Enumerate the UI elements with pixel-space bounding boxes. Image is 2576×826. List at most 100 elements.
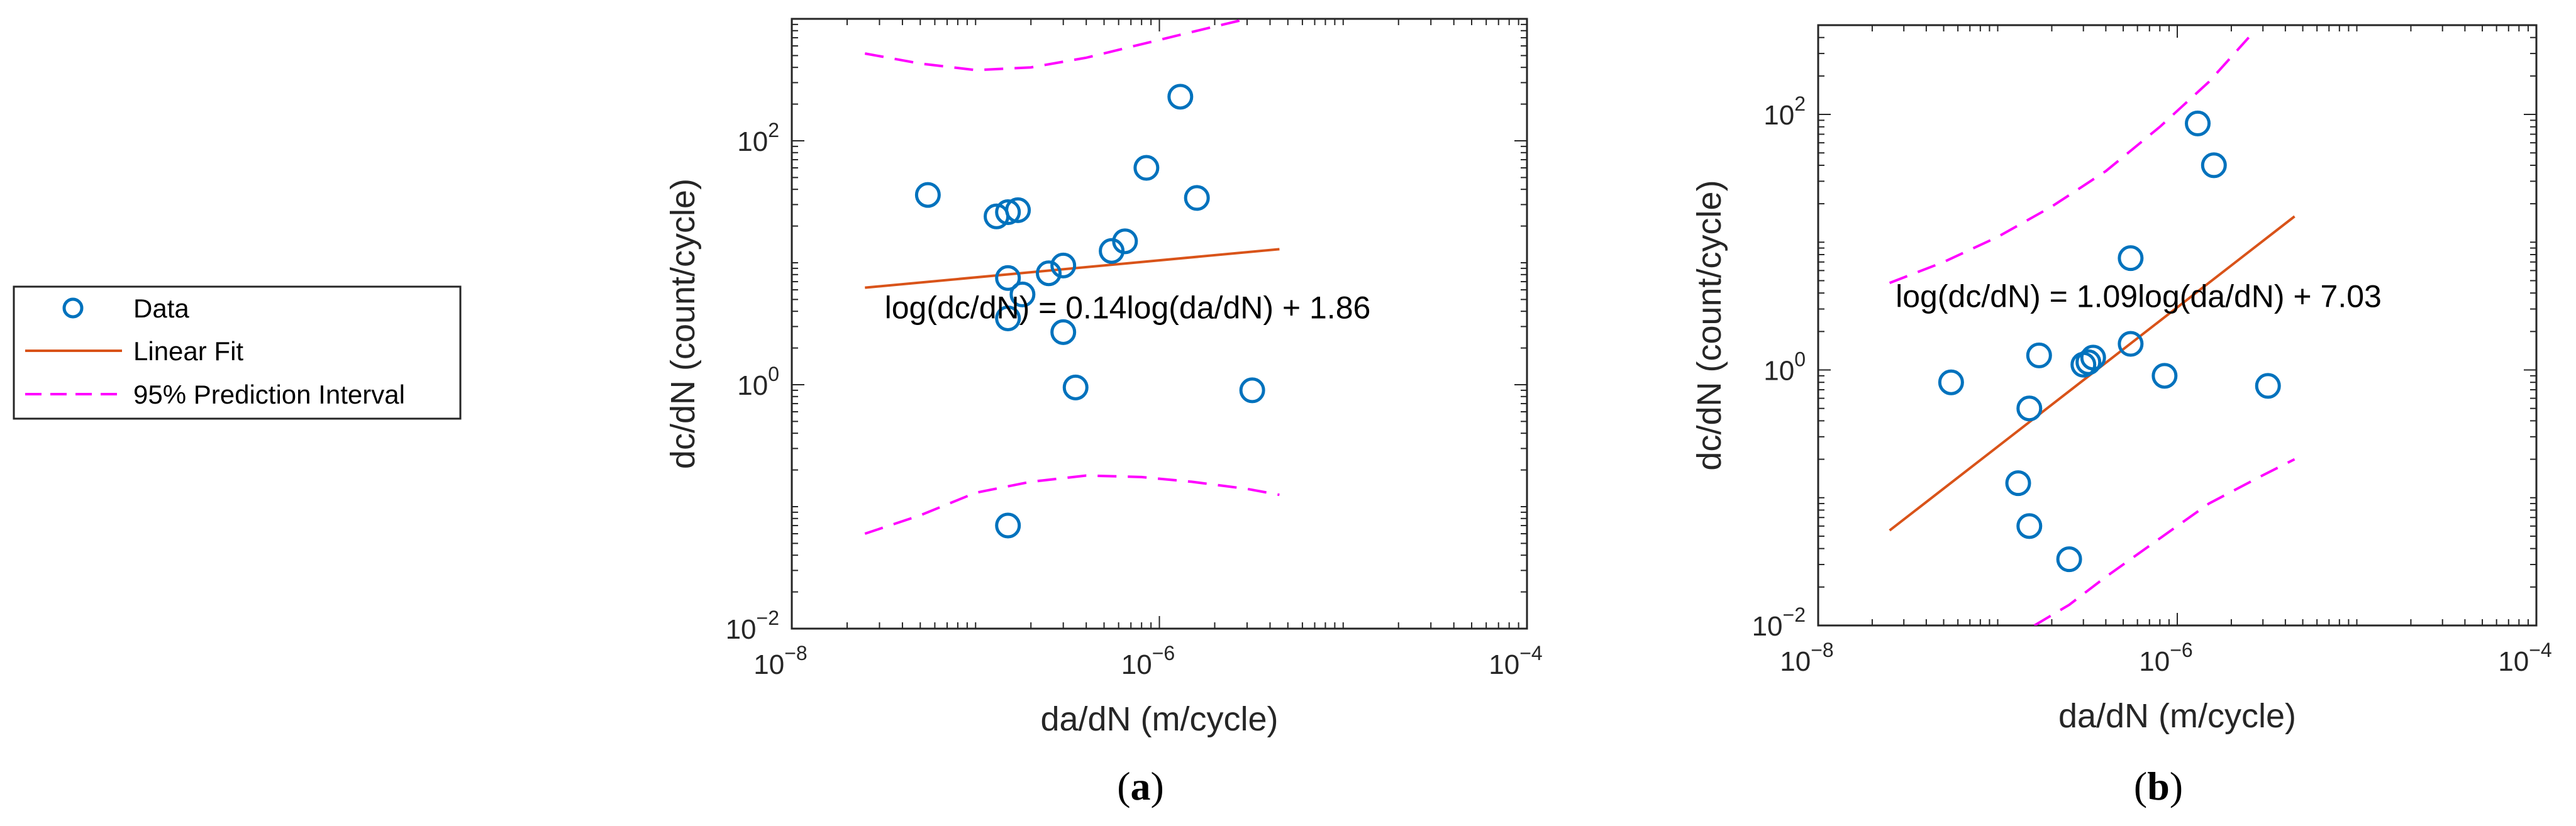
panel-b-y-tick-base: 10 <box>1763 100 1794 131</box>
panel-a-x-tick-exp: −6 <box>1152 642 1175 664</box>
panel-a-data-point <box>995 512 1021 539</box>
panel-b-data-point <box>2151 363 2178 389</box>
panel-a-data-point <box>1050 252 1077 278</box>
panel-b-label-open: ( <box>2134 764 2147 808</box>
panel-a-interval-upper <box>864 19 1248 72</box>
panel-b-x-tick-base: 10 <box>2139 646 2170 677</box>
panel-a-y-axis-label: dc/dN (count/cycle) <box>664 179 702 469</box>
panel-b-x-tick-base: 10 <box>2498 646 2529 677</box>
panel-b-x-tick-label: 10−8 <box>1780 639 1833 677</box>
panel-a-x-tick-exp: −4 <box>1519 642 1542 664</box>
legend-interval-label: 95% Prediction Interval <box>133 380 405 409</box>
panel-b-interval-lower <box>2033 458 2296 625</box>
panel-a-x-tick-base: 10 <box>1121 649 1152 680</box>
legend-data-label: Data <box>133 294 189 323</box>
panel-a-plot-area <box>864 19 1280 539</box>
panel-a-x-tick-label: 10−6 <box>1121 642 1175 680</box>
panel-b-fit-equation: log(dc/dN) = 1.09log(da/dN) + 7.03 <box>1896 279 2382 314</box>
panel-a-y-tick-exp: 2 <box>768 119 779 141</box>
panel-b-plot-area <box>1889 36 2296 625</box>
legend: Data Linear Fit 95% Prediction Interval <box>13 285 462 420</box>
panel-a-data-point <box>995 199 1021 225</box>
panel-a-data-point <box>914 182 941 208</box>
panel-b-y-tick-base: 10 <box>1752 611 1783 642</box>
panel-a-label-close: ) <box>1151 764 1164 808</box>
panel-a-data-point <box>1133 155 1160 181</box>
panel-b-y-tick-label: 10−2 <box>1752 603 1806 642</box>
panel-a-data-point <box>1005 197 1031 223</box>
panel-a-data-point <box>1062 374 1089 400</box>
panel-a-data-point <box>1009 281 1036 307</box>
panel-a-y-tick-label: 102 <box>737 119 779 157</box>
panel-b-x-tick-base: 10 <box>1780 646 1811 677</box>
panel-a-fit-equation: log(dc/dN) = 0.14log(da/dN) + 1.86 <box>885 290 1371 325</box>
panel-a-data-point <box>1167 84 1194 110</box>
panel-b-data-point <box>2016 395 2043 422</box>
panel-a-x-tick-label: 10−4 <box>1489 642 1542 680</box>
panel-b-y-axis-label: dc/dN (count/cycle) <box>1690 180 1728 470</box>
panel-a-y-tick-label: 100 <box>737 363 779 401</box>
panel-b-data-point <box>2005 470 2031 497</box>
panel-a-label-open: ( <box>1117 764 1130 808</box>
panel-a-fit-line <box>865 248 1280 289</box>
legend-item-data: Data <box>62 294 189 323</box>
panel-b-y-tick-exp: 2 <box>1794 92 1806 115</box>
panel-a-data-point <box>995 305 1021 331</box>
panel-a-x-tick-exp: −8 <box>784 642 807 664</box>
panel-b-data-point <box>2118 245 2144 272</box>
panel-b-x-tick-exp: −4 <box>2529 639 2551 661</box>
panel-b-data-point <box>2185 110 2211 136</box>
panel-a-y-tick-base: 10 <box>737 126 768 157</box>
panel-b-label: (b) <box>2134 764 2183 808</box>
panel-b-x-axis-label: da/dN (m/cycle) <box>2058 697 2296 735</box>
legend-box <box>13 285 462 420</box>
panel-b-data-point <box>1938 369 1964 395</box>
panel-b-x-tick-label: 10−6 <box>2139 639 2192 677</box>
panel-b-data-point <box>2075 349 2102 375</box>
panel-b-y-tick-label: 100 <box>1763 348 1806 387</box>
panel-a-y-tick-exp: 0 <box>768 363 779 385</box>
panel-b-data-point <box>2016 513 2043 539</box>
panel-a-label-letter: a <box>1131 764 1151 808</box>
panel-a-y-tick-base: 10 <box>737 370 768 401</box>
panel-a-data-point <box>995 265 1021 291</box>
legend-fit-label: Linear Fit <box>133 336 243 366</box>
panel-a-interval-lower <box>864 474 1280 535</box>
panel-a-data-point <box>1112 228 1138 255</box>
panel-a-data-point <box>1239 377 1265 404</box>
legend-item-interval: 95% Prediction Interval <box>25 380 405 409</box>
legend-data-marker <box>62 297 84 319</box>
panel-a-x-axis-label: da/dN (m/cycle) <box>1040 700 1278 738</box>
panel-b-data-point <box>2118 331 2144 357</box>
panel-b-y-tick-base: 10 <box>1763 356 1794 387</box>
panel-a-x-tick-label: 10−8 <box>753 642 807 680</box>
panel-b-axes-box <box>1817 24 2538 627</box>
panel-b-data-point <box>2056 546 2082 573</box>
panel-b-data-point <box>2201 152 2227 179</box>
panel-b-label-close: ) <box>2170 764 2183 808</box>
panel-b-data-point <box>2255 373 2281 399</box>
panel-b-data-point <box>2026 342 2052 368</box>
panel-b-x-tick-exp: −8 <box>1811 639 1833 661</box>
panel-b-label-letter: b <box>2147 764 2170 808</box>
panel-b-interval-upper <box>1889 36 2250 284</box>
panel-a-y-tick-base: 10 <box>726 614 757 645</box>
legend-item-fit: Linear Fit <box>25 336 243 366</box>
panel-b-x-tick-exp: −6 <box>2170 639 2192 661</box>
panel-b-x-tick-label: 10−4 <box>2498 639 2551 677</box>
panel-b-data-point <box>2080 344 2106 371</box>
panel-a-data-point <box>1184 185 1210 211</box>
panel-b-y-tick-exp: 0 <box>1794 348 1806 371</box>
panel-a-y-tick-label: 10−2 <box>726 607 779 645</box>
panel-b-y-tick-exp: −2 <box>1783 603 1806 626</box>
panel-a-data-point <box>1036 260 1062 287</box>
panel-a-x-tick-base: 10 <box>1489 649 1519 680</box>
panel-a-y-tick-exp: −2 <box>757 607 779 629</box>
panel-a-data-point <box>1050 319 1077 345</box>
panel-a-label: (a) <box>1117 764 1164 808</box>
panel-a-x-tick-base: 10 <box>753 649 784 680</box>
panel-b-y-tick-label: 102 <box>1763 92 1806 131</box>
